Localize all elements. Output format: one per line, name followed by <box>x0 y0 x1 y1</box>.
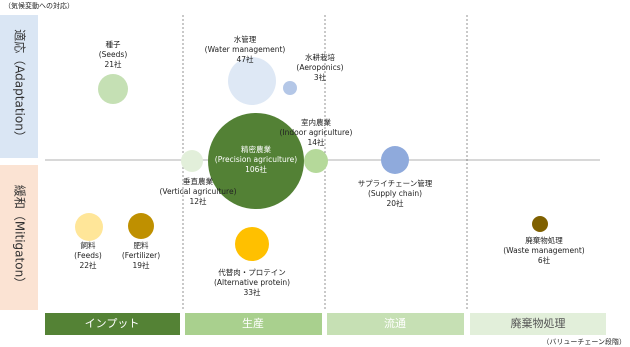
bubble <box>381 146 409 174</box>
bubble-label: 室内農業 <box>301 117 331 127</box>
bubble-label: (Alternative protein) <box>214 278 290 287</box>
bubble-label: 33社 <box>243 287 261 297</box>
bubble-label: (Supply chain) <box>368 189 422 198</box>
bubble-label: 飼料 <box>81 240 96 250</box>
bubble <box>181 150 203 172</box>
note: （気候変動への対応） <box>4 1 74 10</box>
bubble-label: 代替肉・プロテイン <box>218 267 286 277</box>
row-box <box>0 165 38 310</box>
bubble-label: (Aeroponics) <box>296 63 343 72</box>
bubble <box>208 113 304 209</box>
row-box <box>0 15 38 158</box>
stage-bar <box>327 313 464 335</box>
bubble-label: 21社 <box>104 59 122 69</box>
bubble-label: (Fertilizer) <box>122 251 160 260</box>
bubble-label: 廃棄物処理 <box>525 235 563 245</box>
bubble-label: 12社 <box>189 196 207 206</box>
bubble-label: 22社 <box>79 260 97 270</box>
bubble-label: (Waste management) <box>503 246 585 255</box>
bubble-label: サプライチェーン管理 <box>358 178 433 188</box>
bubble <box>75 213 103 241</box>
stage-bar <box>185 313 322 335</box>
stage-label: 生産 <box>242 316 264 330</box>
stage-bar <box>470 313 606 335</box>
bubble-label: 14社 <box>307 137 325 147</box>
bubble-label: 47社 <box>236 54 254 64</box>
bubble-label: 肥料 <box>134 240 149 250</box>
bubble-label: 20社 <box>386 198 404 208</box>
bubble-label: (Vertical agriculture) <box>159 187 236 196</box>
bubble <box>304 149 328 173</box>
bubble-label: (Indoor agriculture) <box>280 128 353 137</box>
row-label: 適応（Adaptation） <box>13 29 28 143</box>
bubble <box>228 57 276 105</box>
axis-note: （バリューチェーン段階） <box>542 337 626 346</box>
stage-bar <box>45 313 180 335</box>
bubble-label: 水耕栽培 <box>305 52 335 62</box>
bubble-label: (Precision agriculture) <box>215 155 297 164</box>
bubble-label: (Feeds) <box>74 251 102 260</box>
bubble-label: 種子 <box>106 39 121 49</box>
bubble-label: 垂直農業 <box>183 176 213 186</box>
bubble-label: (Seeds) <box>99 50 128 59</box>
bubble <box>283 81 297 95</box>
bubble <box>532 216 548 232</box>
bubble <box>128 213 154 239</box>
bubble-label: (Water management) <box>205 45 286 54</box>
bubble-label: 6社 <box>538 255 551 265</box>
bubble <box>98 74 128 104</box>
bubble <box>235 227 269 261</box>
stage-label: インプット <box>85 317 140 330</box>
bubble-label: 3社 <box>314 72 327 82</box>
row-label: 緩和（Mitigaton） <box>13 185 27 289</box>
bubble-label: 106社 <box>245 164 267 174</box>
bubble-label: 精密農業 <box>241 144 271 154</box>
stage-label: 流通 <box>384 316 406 330</box>
bubble-label: 水管理 <box>234 34 257 44</box>
stage-label: 廃棄物処理 <box>511 316 566 330</box>
bubble-label: 19社 <box>132 260 150 270</box>
